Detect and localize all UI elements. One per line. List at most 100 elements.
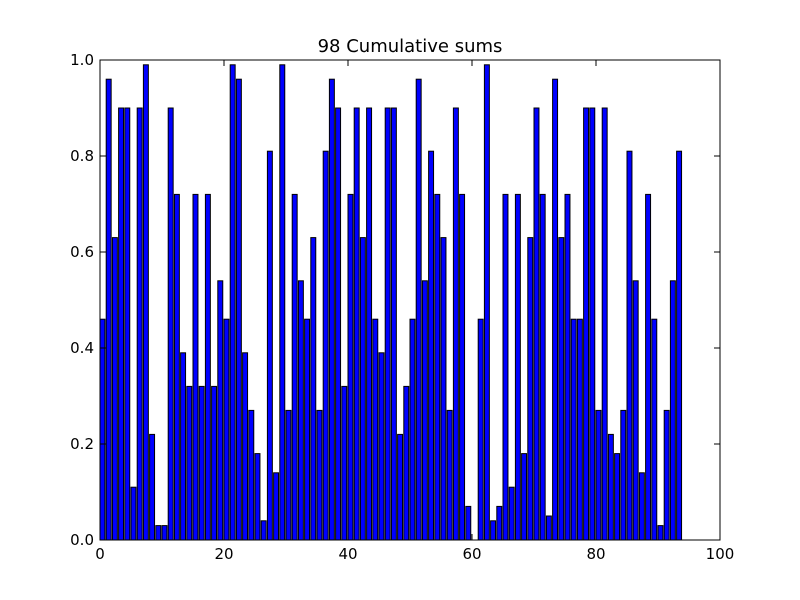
- bar: [99, 318, 106, 541]
- bar: [111, 237, 118, 541]
- bar: [198, 385, 205, 541]
- bar: [589, 107, 596, 541]
- bar-series: [99, 64, 683, 541]
- x-tick-label: 0: [95, 545, 105, 563]
- bar: [335, 107, 342, 541]
- bar: [632, 280, 639, 541]
- bar: [552, 78, 559, 541]
- bar: [446, 409, 453, 541]
- bar: [304, 318, 311, 541]
- bar: [266, 150, 273, 541]
- bar: [595, 409, 602, 541]
- bar: [161, 525, 168, 541]
- bar: [217, 280, 224, 541]
- bar: [384, 107, 391, 541]
- bar: [167, 107, 174, 541]
- bar: [465, 505, 472, 541]
- y-tick-label: 0.8: [70, 147, 94, 165]
- y-tick-label: 0.2: [70, 435, 94, 453]
- bar: [372, 318, 379, 541]
- bar: [403, 385, 410, 541]
- bar: [514, 193, 521, 541]
- bar: [173, 193, 180, 541]
- bar: [452, 107, 459, 541]
- bar: [663, 409, 670, 541]
- bar: [570, 318, 577, 541]
- bar: [192, 193, 199, 541]
- bar: [359, 237, 366, 541]
- bar: [576, 318, 583, 541]
- bar: [328, 78, 335, 541]
- x-tick-label: 80: [586, 545, 605, 563]
- bar: [440, 237, 447, 541]
- y-tick-label: 0.4: [70, 339, 94, 357]
- bar: [155, 525, 162, 541]
- bar: [583, 107, 590, 541]
- bar: [341, 385, 348, 541]
- bar: [601, 107, 608, 541]
- bar: [310, 237, 317, 541]
- bar: [136, 107, 143, 541]
- bar: [459, 193, 466, 541]
- bar: [434, 193, 441, 541]
- x-tick-label: 40: [338, 545, 357, 563]
- bar: [533, 107, 540, 541]
- bar: [477, 318, 484, 541]
- bar: [105, 78, 112, 541]
- bar: [428, 150, 435, 541]
- bar: [645, 193, 652, 541]
- bar: [508, 486, 515, 541]
- bar: [223, 318, 230, 541]
- bar: [397, 433, 404, 541]
- bar: [347, 193, 354, 541]
- bar: [558, 237, 565, 541]
- bar: [279, 64, 286, 541]
- bar: [669, 280, 676, 541]
- bar: [291, 193, 298, 541]
- bar: [130, 486, 137, 541]
- bar: [285, 409, 292, 541]
- bar: [502, 193, 509, 541]
- bar: [564, 193, 571, 541]
- bar: [415, 78, 422, 541]
- bar: [242, 352, 249, 541]
- chart-title: 98 Cumulative sums: [318, 36, 503, 57]
- bar: [483, 64, 490, 541]
- bar: [254, 453, 261, 541]
- bar: [297, 280, 304, 541]
- x-axis-tick-labels: 0 20 40 60 80 100: [95, 545, 734, 563]
- plot-frame: [99, 59, 721, 541]
- bar: [229, 64, 236, 541]
- bar: [521, 453, 528, 541]
- bar: [186, 385, 193, 541]
- bar: [316, 409, 323, 541]
- bar: [211, 385, 218, 541]
- x-tick-label: 100: [706, 545, 735, 563]
- bar: [539, 193, 546, 541]
- bar: [620, 409, 627, 541]
- bar: [490, 520, 497, 541]
- x-tick-label: 20: [214, 545, 233, 563]
- y-tick-label: 0.6: [70, 243, 94, 261]
- bar: [527, 237, 534, 541]
- y-tick-label: 0.0: [70, 531, 94, 549]
- bar: [378, 352, 385, 541]
- bar: [124, 107, 131, 541]
- bar: [676, 150, 683, 541]
- bar: [390, 107, 397, 541]
- bar: [614, 453, 621, 541]
- bar: [638, 472, 645, 541]
- bar: [118, 107, 125, 541]
- bar: [366, 107, 373, 541]
- y-axis-tick-labels: 0.0 0.2 0.4 0.6 0.8 1.0: [70, 51, 94, 549]
- bar: [353, 107, 360, 541]
- bar: [204, 193, 211, 541]
- bar: [273, 472, 280, 541]
- bar: [496, 505, 503, 541]
- bar: [142, 64, 149, 541]
- bar: [260, 520, 267, 541]
- x-tick-label: 60: [462, 545, 481, 563]
- bar: [607, 433, 614, 541]
- y-tick-label: 1.0: [70, 51, 94, 69]
